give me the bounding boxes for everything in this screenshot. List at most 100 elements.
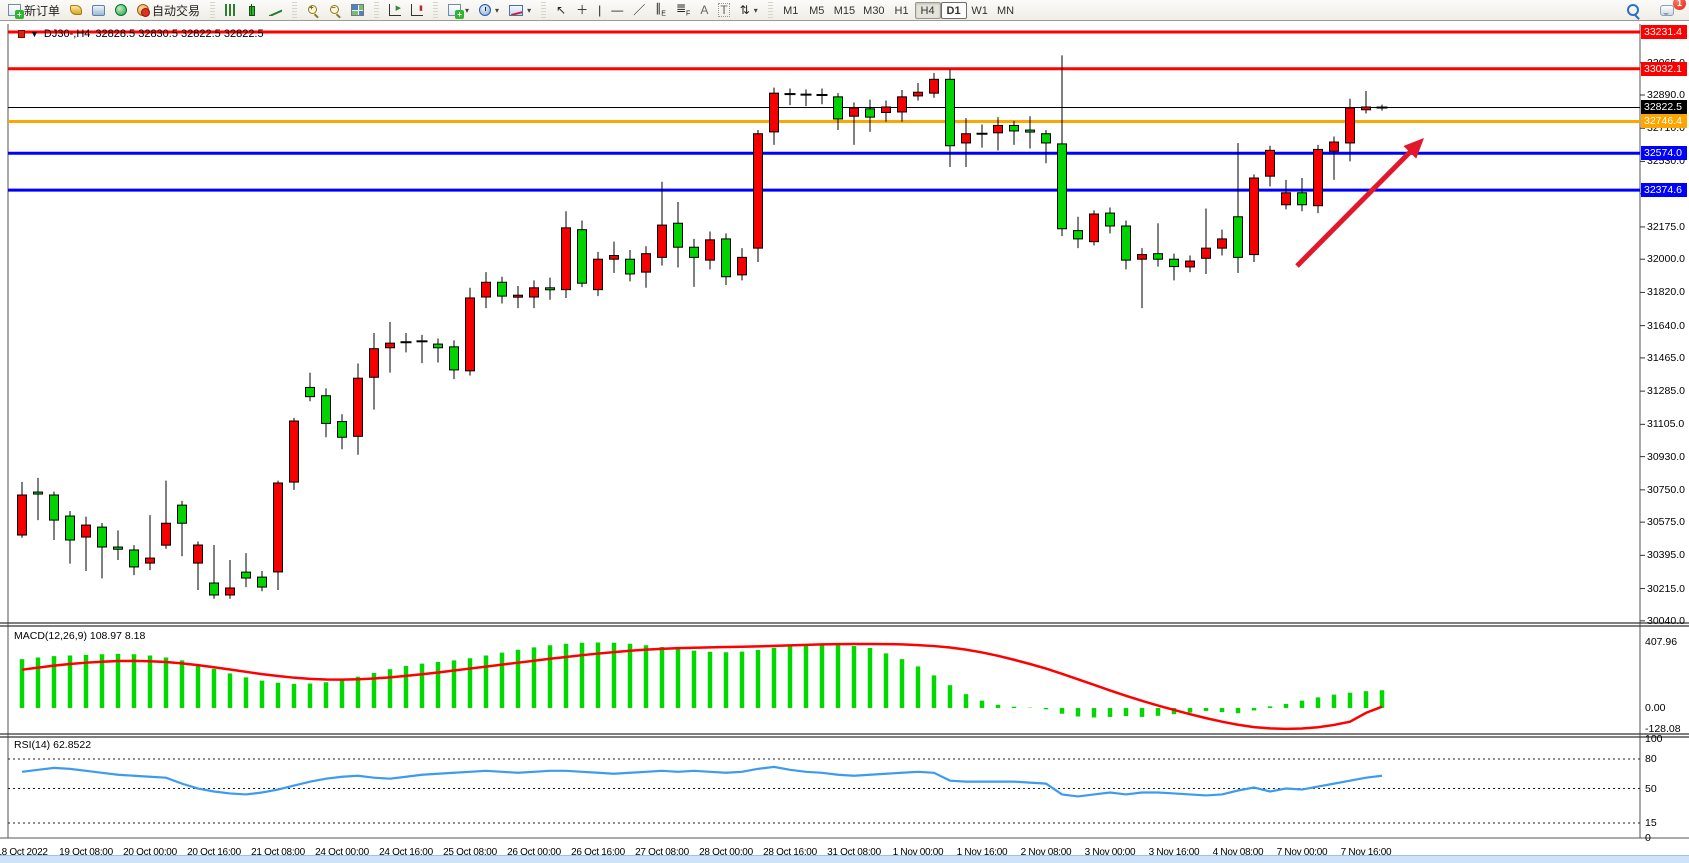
candle-body[interactable] [433, 343, 443, 349]
candle-body[interactable] [465, 297, 475, 372]
tile-windows-button[interactable] [346, 1, 369, 19]
candle-body[interactable] [241, 571, 251, 579]
period-button-w1[interactable]: W1 [971, 4, 988, 17]
candle-body[interactable] [593, 258, 603, 291]
candle-body[interactable] [1041, 133, 1051, 144]
candle-body[interactable] [1249, 177, 1259, 256]
bar-chart-button[interactable] [220, 1, 242, 19]
candle-body[interactable] [1009, 124, 1019, 132]
candle-body[interactable] [385, 342, 395, 349]
candle-body[interactable] [833, 96, 843, 120]
candle-body[interactable] [1281, 192, 1291, 206]
period-button-mn[interactable]: MN [997, 4, 1015, 17]
periods-button[interactable]: ▾ [474, 1, 504, 19]
candle-body[interactable] [225, 587, 235, 596]
candlestick-button[interactable] [242, 1, 264, 19]
period-button-d1[interactable]: D1 [940, 1, 967, 19]
search-button[interactable] [1622, 1, 1645, 19]
candle-body[interactable] [545, 287, 555, 291]
candle-body[interactable] [1297, 192, 1307, 206]
channel-button[interactable]: ∥E [650, 1, 671, 19]
candle-body[interactable] [945, 78, 955, 147]
candle-body[interactable] [929, 78, 939, 94]
candle-body[interactable] [1089, 213, 1099, 243]
new-order-button[interactable]: 新订单 [3, 1, 65, 19]
candle-body[interactable] [641, 253, 651, 273]
candle-body[interactable] [369, 348, 379, 378]
candle-body[interactable] [1073, 230, 1083, 240]
candle-body[interactable] [513, 294, 523, 298]
candle-body[interactable] [273, 482, 283, 573]
chart-shift-button[interactable] [406, 1, 428, 19]
candle-body[interactable] [897, 96, 907, 113]
cursor-button[interactable]: ↖ [551, 1, 571, 19]
seal-button[interactable] [65, 1, 87, 19]
candle-body[interactable] [193, 544, 203, 564]
candle-body[interactable] [1137, 254, 1147, 260]
candle-body[interactable] [609, 255, 619, 260]
candle-body[interactable] [97, 526, 107, 548]
line-chart-button[interactable] [264, 1, 287, 19]
candle-body[interactable] [1153, 253, 1163, 260]
candle-body[interactable] [1265, 149, 1275, 177]
candle-body[interactable] [1201, 247, 1211, 259]
templates-button[interactable]: ▾ [504, 1, 536, 19]
candle-body[interactable] [1313, 148, 1323, 207]
candle-body[interactable] [769, 92, 779, 133]
candle-body[interactable] [961, 133, 971, 144]
candle-body[interactable] [81, 524, 91, 538]
trend-arrow-head[interactable] [1403, 138, 1424, 159]
candle-body[interactable] [1185, 260, 1195, 268]
candle-body[interactable] [689, 246, 699, 258]
candle-body[interactable] [1169, 258, 1179, 268]
candle-body[interactable] [865, 108, 875, 118]
candle-body[interactable] [1329, 141, 1339, 152]
zoom-out-button[interactable]: − [324, 1, 346, 19]
candle-body[interactable] [209, 582, 219, 596]
candle-body[interactable] [577, 229, 587, 284]
period-button-m15[interactable]: M15 [833, 4, 856, 17]
candle-body[interactable] [321, 395, 331, 424]
candle-body[interactable] [17, 494, 27, 536]
candle-body[interactable] [497, 281, 507, 297]
crosshair-button[interactable]: ＋ [571, 1, 593, 19]
candle-body[interactable] [1105, 212, 1115, 227]
candle-body[interactable] [113, 546, 123, 550]
chart-window[interactable]: ▼ DJ30-,H4 32828.5 32830.5 32822.5 32822… [0, 22, 1689, 863]
candle-body[interactable] [1345, 107, 1355, 144]
add-indicator-button[interactable]: ▾ [443, 1, 474, 19]
text-button[interactable]: A [695, 1, 713, 19]
zoom-in-button[interactable]: + [302, 1, 324, 19]
candle-body[interactable] [705, 239, 715, 261]
candle-body[interactable] [737, 256, 747, 276]
candle-body[interactable] [1121, 225, 1131, 261]
candle-body[interactable] [1057, 143, 1067, 230]
candle-body[interactable] [1025, 129, 1035, 133]
candle-body[interactable] [289, 420, 299, 483]
candle-body[interactable] [529, 287, 539, 298]
candle-body[interactable] [1361, 106, 1371, 111]
trend-arrow-line[interactable] [1295, 142, 1420, 268]
price-chart[interactable] [0, 22, 1689, 856]
period-button-m1[interactable]: M1 [783, 4, 799, 17]
text-label-button[interactable]: T [713, 1, 734, 19]
candle-body[interactable] [177, 504, 187, 524]
period-button-m30[interactable]: M30 [863, 4, 885, 17]
candle-body[interactable] [257, 576, 267, 588]
candle-body[interactable] [305, 386, 315, 398]
candle-body[interactable] [1233, 216, 1243, 258]
auto-trading-button[interactable]: 自动交易 [132, 1, 205, 19]
fibonacci-button[interactable]: ≣F [671, 1, 695, 19]
vertical-line-button[interactable]: | [593, 1, 606, 19]
candle-body[interactable] [721, 238, 731, 278]
candle-body[interactable] [33, 491, 43, 495]
candle-body[interactable] [625, 258, 635, 275]
candle-body[interactable] [449, 346, 459, 371]
candle-body[interactable] [49, 494, 59, 521]
candle-body[interactable] [337, 421, 347, 438]
candle-body[interactable] [161, 522, 171, 546]
candle-body[interactable] [353, 377, 363, 437]
candle-body[interactable] [145, 557, 155, 564]
candle-body[interactable] [481, 281, 491, 298]
period-button-h4[interactable]: H4 [914, 1, 941, 19]
